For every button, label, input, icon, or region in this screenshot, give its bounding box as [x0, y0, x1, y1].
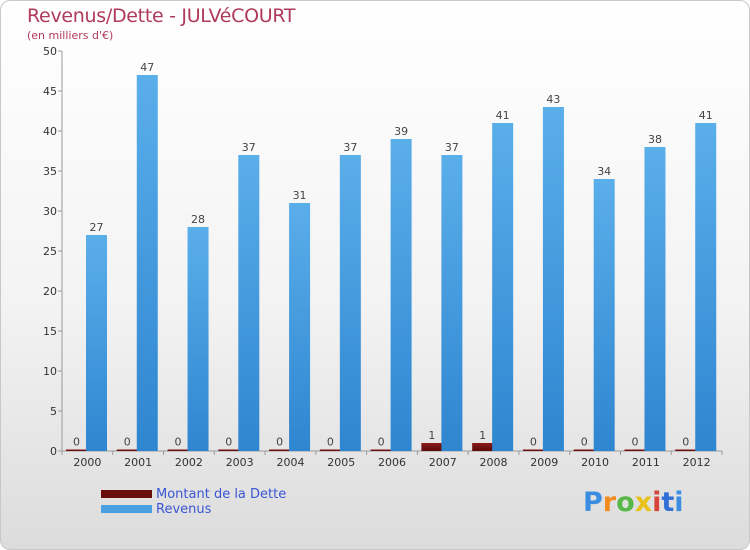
y-tick-label: 5: [50, 405, 57, 418]
data-label-revenus: 41: [496, 109, 510, 122]
x-tick-label: 2002: [175, 456, 203, 469]
x-tick-label: 2009: [530, 456, 558, 469]
data-label-revenus: 31: [293, 189, 307, 202]
data-label-revenus: 47: [140, 61, 154, 74]
data-label-dette: 0: [73, 436, 80, 449]
bar-dette: [66, 449, 87, 451]
legend-swatch-revenus: [101, 505, 152, 513]
bar-dette: [269, 449, 291, 451]
y-tick-label: 50: [43, 45, 57, 58]
y-tick-label: 25: [43, 245, 57, 258]
data-label-dette: 0: [276, 436, 283, 449]
bar-revenus: [136, 75, 158, 451]
data-label-revenus: 34: [597, 165, 611, 178]
data-label-dette: 1: [479, 429, 486, 442]
legend-label-revenus: Revenus: [156, 502, 212, 517]
y-tick-label: 40: [43, 125, 57, 138]
x-tick-label: 2003: [226, 456, 254, 469]
x-tick-label: 2011: [632, 456, 660, 469]
data-label-dette: 0: [175, 436, 182, 449]
x-tick-label: 2004: [276, 456, 304, 469]
logo-letter: P: [583, 487, 603, 518]
bar-dette: [624, 449, 646, 451]
bar-revenus: [339, 155, 361, 451]
bar-revenus: [238, 155, 260, 451]
legend-label-dette: Montant de la Dette: [156, 487, 287, 502]
data-label-revenus: 37: [242, 141, 256, 154]
x-tick-label: 2007: [429, 456, 457, 469]
bar-revenus: [593, 179, 615, 451]
data-label-revenus: 41: [699, 109, 713, 122]
y-tick-label: 15: [43, 325, 57, 338]
bar-revenus: [187, 227, 209, 451]
logo-letter: t: [661, 487, 675, 518]
logo-letter: i: [674, 487, 684, 518]
bar-dette: [116, 449, 138, 451]
logo-letter: o: [616, 487, 635, 518]
legend-swatch-dette: [101, 490, 152, 498]
bar-revenus: [390, 139, 412, 451]
chart-title: Revenus/Dette - JULVéCOURT: [27, 5, 296, 27]
bar-revenus: [695, 123, 717, 451]
bar-dette: [167, 449, 189, 451]
bar-revenus: [492, 123, 514, 451]
chart-subtitle: (en milliers d'€): [27, 29, 114, 42]
x-tick-label: 2006: [378, 456, 406, 469]
bar-dette: [319, 449, 341, 451]
data-label-revenus: 39: [394, 125, 408, 138]
logo-letter: x: [634, 487, 653, 518]
data-label-dette: 1: [428, 429, 435, 442]
bar-revenus: [644, 147, 666, 451]
data-label-dette: 0: [581, 436, 588, 449]
x-tick-label: 2000: [73, 456, 101, 469]
bar-dette: [573, 449, 595, 451]
bar-dette: [421, 443, 443, 451]
bar-revenus: [86, 235, 107, 451]
x-tick-label: 2005: [327, 456, 355, 469]
bar-revenus: [542, 107, 564, 451]
logo-letter: r: [602, 487, 617, 518]
data-label-dette: 0: [530, 436, 537, 449]
y-tick-label: 0: [50, 445, 57, 458]
y-tick-label: 45: [43, 85, 57, 98]
data-label-dette: 0: [124, 436, 131, 449]
data-label-revenus: 28: [191, 213, 205, 226]
x-tick-label: 2010: [581, 456, 609, 469]
bar-dette: [472, 443, 494, 451]
x-tick-label: 2001: [124, 456, 152, 469]
bar-dette: [522, 449, 544, 451]
data-label-dette: 0: [631, 436, 638, 449]
bar-dette: [218, 449, 240, 451]
data-label-revenus: 43: [546, 93, 560, 106]
data-label-dette: 0: [225, 436, 232, 449]
y-tick-label: 30: [43, 205, 57, 218]
data-label-revenus: 27: [90, 221, 104, 234]
y-tick-label: 20: [43, 285, 57, 298]
x-tick-label: 2012: [683, 456, 711, 469]
data-label-dette: 0: [378, 436, 385, 449]
bar-revenus: [289, 203, 311, 451]
bar-dette: [370, 449, 392, 451]
data-label-dette: 0: [682, 436, 689, 449]
data-label-revenus: 37: [343, 141, 357, 154]
proxiti-logo: Proxiti: [583, 487, 684, 518]
data-label-dette: 0: [327, 436, 334, 449]
bar-revenus: [441, 155, 463, 451]
data-label-revenus: 37: [445, 141, 459, 154]
y-tick-label: 35: [43, 165, 57, 178]
bar-dette: [675, 449, 697, 451]
data-label-revenus: 38: [648, 133, 662, 146]
logo-letter: i: [652, 487, 662, 518]
x-tick-label: 2008: [480, 456, 508, 469]
y-tick-label: 10: [43, 365, 57, 378]
